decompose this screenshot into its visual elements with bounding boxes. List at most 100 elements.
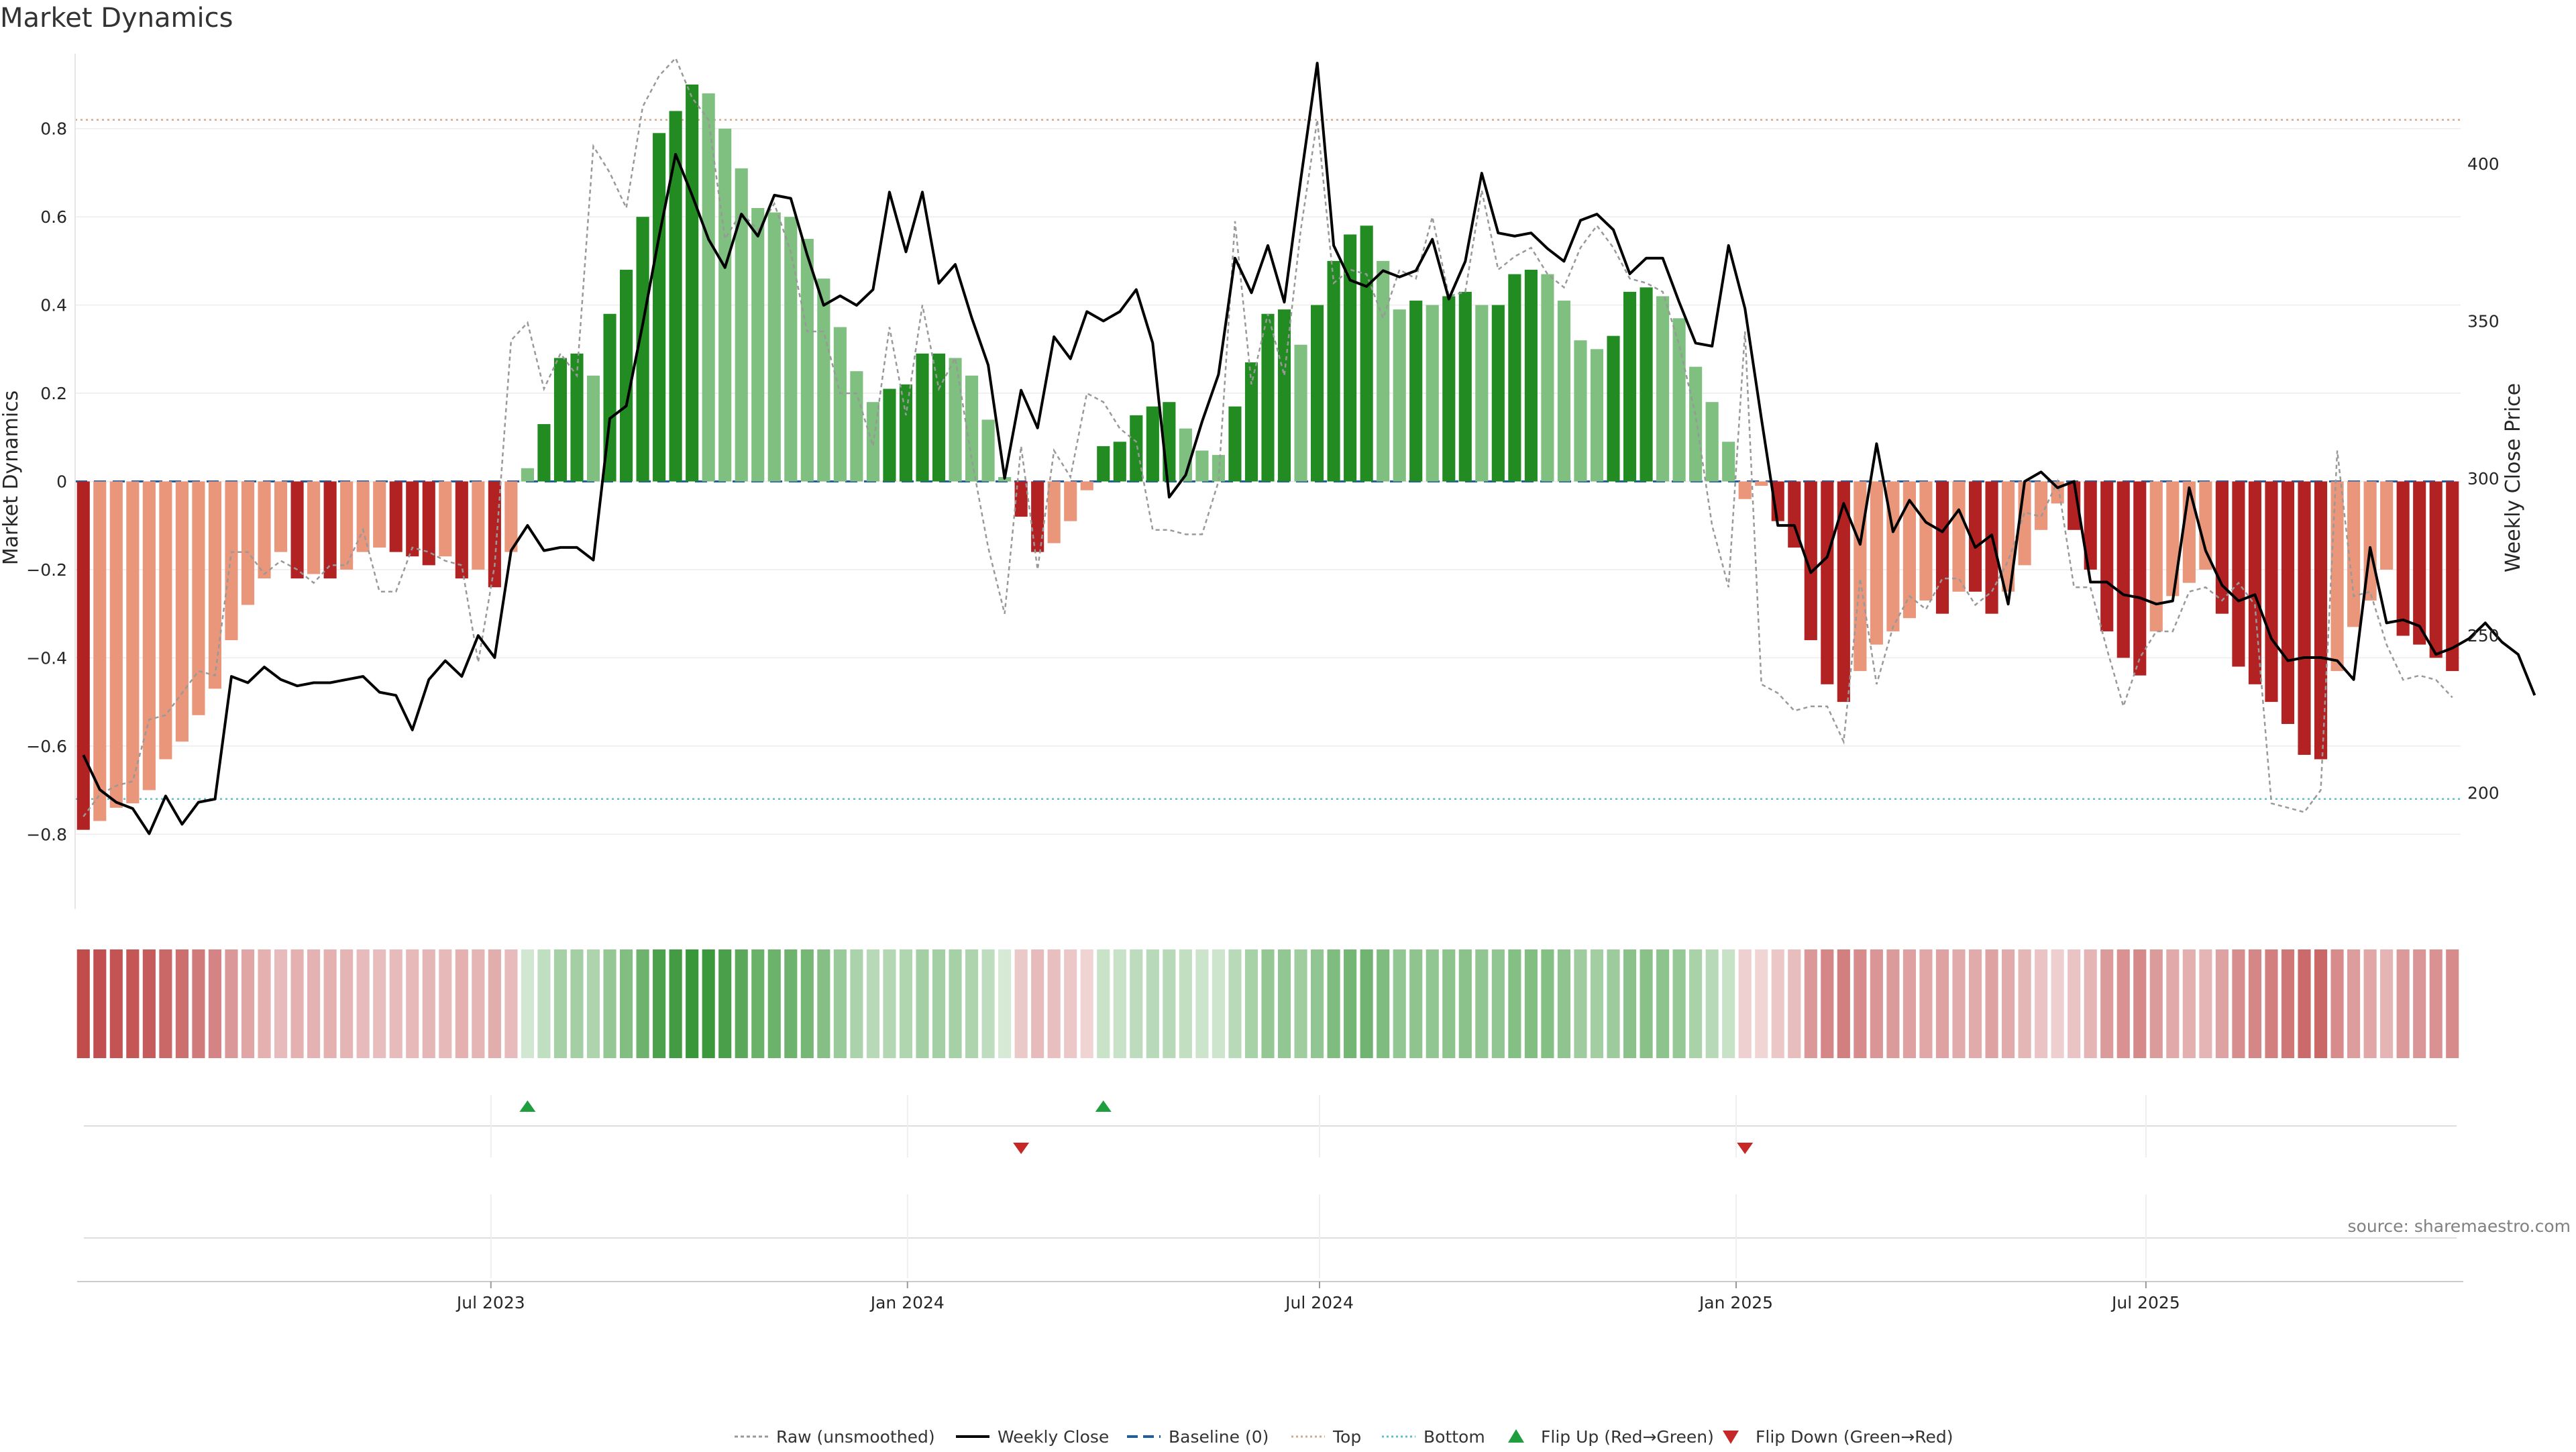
heatmap-cell bbox=[1919, 949, 1933, 1058]
heatmap-cell bbox=[1097, 949, 1110, 1058]
dynamics-bar bbox=[850, 371, 863, 482]
heatmap-cell bbox=[1377, 949, 1390, 1058]
dynamics-bar bbox=[1146, 406, 1159, 482]
heatmap-cell bbox=[241, 949, 255, 1058]
heatmap-cell bbox=[800, 949, 814, 1058]
heatmap-cell bbox=[669, 949, 682, 1058]
dynamics-bar bbox=[669, 111, 682, 482]
dynamics-bar bbox=[439, 481, 452, 557]
heatmap-cell bbox=[965, 949, 979, 1058]
dynamics-bar bbox=[1557, 301, 1570, 482]
heatmap-cell bbox=[2396, 949, 2410, 1058]
heatmap-cell bbox=[949, 949, 962, 1058]
weekly-close-line bbox=[82, 62, 2536, 835]
y2-tick-label: 400 bbox=[2467, 154, 2500, 174]
heatmap-cell bbox=[1705, 949, 1719, 1058]
heatmap-cell bbox=[1854, 949, 1867, 1058]
heatmap-cell bbox=[1755, 949, 1768, 1058]
dynamics-bar bbox=[1294, 344, 1307, 482]
dynamics-bar bbox=[916, 353, 929, 482]
heatmap-cell bbox=[1804, 949, 1817, 1058]
dynamics-bar bbox=[1870, 481, 1883, 645]
dynamics-bar bbox=[1640, 287, 1653, 482]
dynamics-bar bbox=[636, 217, 649, 482]
dynamics-bar bbox=[2084, 481, 2097, 570]
y-tick-label: 0.6 bbox=[40, 207, 67, 227]
heatmap-cell bbox=[192, 949, 205, 1058]
dynamics-bar bbox=[767, 212, 781, 482]
dynamics-bar bbox=[1097, 446, 1110, 482]
heatmap-cell bbox=[899, 949, 913, 1058]
heatmap-cell bbox=[1163, 949, 1176, 1058]
source-credit: source: sharemaestro.com bbox=[2348, 1216, 2571, 1236]
dynamics-bar bbox=[784, 217, 798, 482]
y-tick-label: −0.2 bbox=[26, 560, 67, 580]
legend-label: Baseline (0) bbox=[1169, 1427, 1269, 1447]
dynamics-bar bbox=[2330, 481, 2344, 672]
dynamics-bar bbox=[1212, 455, 1225, 482]
dynamics-bar bbox=[1130, 415, 1143, 482]
heatmap-cell bbox=[488, 949, 501, 1058]
heatmap-cell bbox=[126, 949, 140, 1058]
x-tick-label: Jul 2023 bbox=[455, 1293, 525, 1312]
heatmap-cell bbox=[1722, 949, 1735, 1058]
dynamics-bar bbox=[2396, 481, 2410, 636]
legend-label: Raw (unsmoothed) bbox=[776, 1427, 935, 1447]
dynamics-bar bbox=[718, 128, 732, 482]
heatmap-cell bbox=[702, 949, 715, 1058]
heatmap-cell bbox=[159, 949, 172, 1058]
dynamics-bar bbox=[1623, 291, 1637, 482]
legend-item-flip-up: Flip Up (Red→Green) bbox=[1508, 1427, 1714, 1447]
heatmap-cell bbox=[455, 949, 468, 1058]
heatmap-cell bbox=[2018, 949, 2031, 1058]
heatmap-cell bbox=[619, 949, 633, 1058]
dynamics-bar bbox=[1475, 305, 1489, 482]
dynamics-bar bbox=[126, 481, 140, 804]
dynamics-bar bbox=[307, 481, 321, 574]
heatmap-cell bbox=[653, 949, 666, 1058]
heatmap-cell bbox=[603, 949, 616, 1058]
heatmap-cell bbox=[1935, 949, 1949, 1058]
dynamics-bar bbox=[1163, 402, 1176, 482]
dynamics-bar bbox=[521, 468, 534, 482]
heatmap-cell bbox=[1870, 949, 1883, 1058]
dynamics-bar bbox=[1755, 481, 1768, 486]
legend-label: Flip Down (Green→Red) bbox=[1756, 1427, 1953, 1447]
y2-tick-label: 300 bbox=[2467, 469, 2500, 488]
heatmap-cell bbox=[356, 949, 370, 1058]
x-tick-label: Jan 2025 bbox=[1698, 1293, 1773, 1312]
dynamics-bar bbox=[932, 353, 946, 482]
heatmap-cell bbox=[998, 949, 1012, 1058]
dynamics-bar bbox=[1228, 406, 1242, 482]
dynamics-bar bbox=[570, 353, 584, 482]
dynamics-bar bbox=[1590, 349, 1604, 482]
heatmap-cell bbox=[258, 949, 271, 1058]
dynamics-bar bbox=[899, 384, 913, 482]
dynamics-bar bbox=[1705, 402, 1719, 482]
y-tick-label: −0.4 bbox=[26, 648, 67, 668]
heatmap-cell bbox=[1508, 949, 1521, 1058]
heatmap-cell bbox=[2051, 949, 2064, 1058]
dynamics-bar bbox=[455, 481, 468, 579]
dynamics-bar bbox=[2380, 481, 2394, 570]
dynamics-bar bbox=[504, 481, 518, 552]
heatmap-cell bbox=[1311, 949, 1324, 1058]
x-tick-label: Jan 2024 bbox=[869, 1293, 945, 1312]
dynamics-bar bbox=[1311, 305, 1324, 482]
dynamics-bar bbox=[2232, 481, 2245, 667]
y-tick-label: 0.2 bbox=[40, 384, 67, 403]
heatmap-cell bbox=[850, 949, 863, 1058]
dynamics-bar bbox=[1985, 481, 1998, 614]
dynamics-bar bbox=[1672, 318, 1686, 482]
price-layer bbox=[82, 62, 2536, 835]
bar-layer bbox=[76, 85, 2459, 830]
heatmap-cell bbox=[225, 949, 238, 1058]
heatmap-cell bbox=[537, 949, 551, 1058]
dynamics-bar bbox=[2446, 481, 2459, 672]
dynamics-bar bbox=[422, 481, 435, 566]
raw-unsmoothed-line bbox=[83, 56, 2453, 817]
dynamics-bar bbox=[2429, 481, 2443, 658]
heatmap-cell bbox=[2149, 949, 2163, 1058]
dynamics-bar bbox=[1491, 305, 1505, 482]
dynamics-bar bbox=[1902, 481, 1917, 619]
